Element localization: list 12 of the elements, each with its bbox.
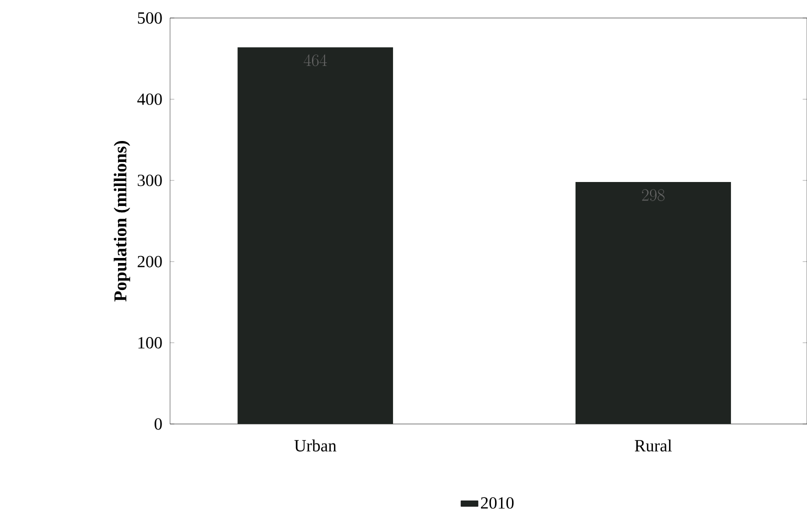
legend-label: 2010 [480, 497, 514, 509]
y-tick-label: 100 [138, 337, 162, 349]
y-tick-label: 300 [138, 174, 162, 186]
x-tick-label: Rural [634, 440, 672, 452]
y-tick-label: 400 [137, 93, 162, 105]
data-label: 298 [642, 189, 665, 201]
y-tick-label: 500 [138, 12, 162, 24]
y-tick-label: 0 [154, 418, 162, 430]
data-label: 464 [304, 54, 327, 66]
x-tick-label: Urban [294, 440, 336, 452]
y-axis-title: Population (millions) [114, 141, 130, 302]
y-tick-label: 200 [138, 256, 162, 268]
